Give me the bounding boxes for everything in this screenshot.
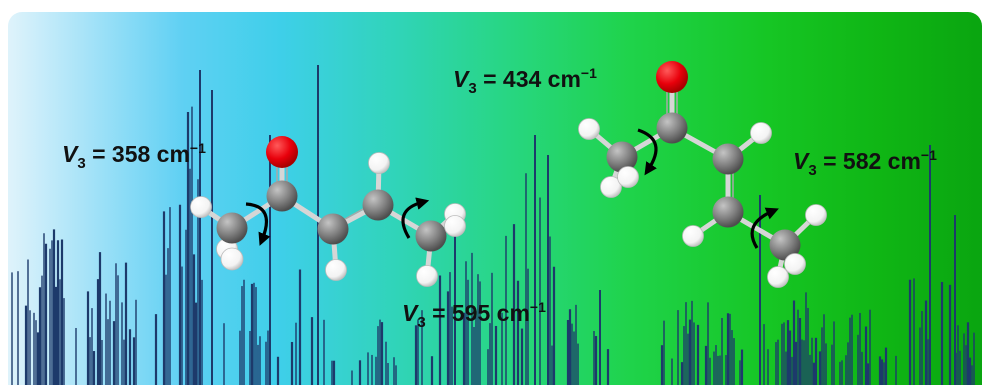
- barrier-label-582: V3 = 582 cm−1: [793, 147, 937, 179]
- hydrogen-atom: [220, 247, 244, 271]
- carbon-atom: [656, 112, 688, 144]
- hydrogen-atom: [600, 176, 622, 198]
- carbon-atom: [317, 213, 349, 245]
- curved-arrow-counterclockwise-icon: [401, 197, 430, 239]
- carbon-atom: [769, 229, 801, 261]
- carbon-atom: [606, 141, 638, 173]
- hydrogen-atom: [750, 122, 772, 144]
- curved-arrow-counterclockwise-icon: [750, 207, 779, 249]
- carbon-atom: [415, 220, 447, 252]
- oxygen-atom: [656, 61, 688, 93]
- barrier-label-358: V3 = 358 cm−1: [62, 140, 206, 172]
- hydrogen-atom: [368, 152, 390, 174]
- hydrogen-atom: [784, 253, 806, 275]
- hydrogen-atom: [805, 204, 827, 226]
- barrier-label-595: V3 = 595 cm−1: [402, 299, 546, 331]
- hydrogen-atom: [617, 166, 639, 188]
- hydrogen-atom: [444, 215, 466, 237]
- curved-arrow-clockwise-icon: [637, 128, 658, 176]
- hydrogen-atom: [682, 225, 704, 247]
- carbon-atom: [362, 189, 394, 221]
- hydrogen-atom: [190, 196, 212, 218]
- oxygen-atom: [266, 136, 298, 168]
- hydrogen-atom: [416, 265, 438, 287]
- hydrogen-atom: [578, 118, 600, 140]
- curved-arrow-clockwise-icon: [245, 202, 271, 246]
- carbon-atom: [266, 180, 298, 212]
- carbon-atom: [712, 143, 744, 175]
- carbon-atom: [216, 212, 248, 244]
- barrier-label-434: V3 = 434 cm−1: [453, 65, 597, 97]
- hydrogen-atom: [767, 266, 789, 288]
- molecule-trans-conformer: [190, 136, 466, 287]
- carbon-atom: [712, 196, 744, 228]
- hydrogen-atom: [325, 259, 347, 281]
- molecule-cis-conformer: [578, 61, 827, 288]
